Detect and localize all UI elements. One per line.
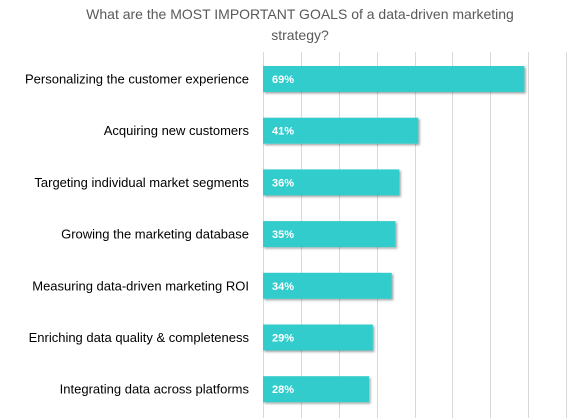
bars bbox=[263, 66, 525, 403]
bar bbox=[263, 376, 370, 403]
data-label: 29% bbox=[272, 333, 294, 345]
bar bbox=[263, 169, 400, 196]
category-label: Growing the marketing database bbox=[61, 227, 249, 242]
gridlines bbox=[263, 52, 567, 418]
category-label: Enriching data quality & completeness bbox=[29, 330, 250, 345]
category-labels: Personalizing the customer experience Acq… bbox=[25, 72, 250, 397]
data-label: 69% bbox=[272, 74, 294, 86]
data-label: 35% bbox=[272, 229, 294, 241]
category-label: Measuring data-driven marketing ROI bbox=[32, 278, 249, 293]
data-label: 28% bbox=[272, 384, 294, 396]
bar bbox=[263, 66, 525, 92]
category-label: Personalizing the customer experience bbox=[25, 72, 249, 87]
bar bbox=[263, 324, 373, 351]
data-label: 41% bbox=[272, 126, 294, 138]
bar bbox=[263, 117, 419, 144]
chart-title: What are the MOST IMPORTANT GOALS of a d… bbox=[86, 6, 514, 43]
bar bbox=[263, 221, 396, 248]
data-label: 34% bbox=[272, 281, 294, 293]
data-label: 36% bbox=[272, 177, 294, 189]
category-label: Targeting individual market segments bbox=[34, 175, 249, 190]
data-labels: 69% 41% 36% 35% 34% 29% 28% bbox=[272, 74, 294, 396]
category-label: Acquiring new customers bbox=[104, 123, 250, 138]
bar bbox=[263, 272, 392, 299]
category-label: Integrating data across platforms bbox=[60, 382, 250, 397]
